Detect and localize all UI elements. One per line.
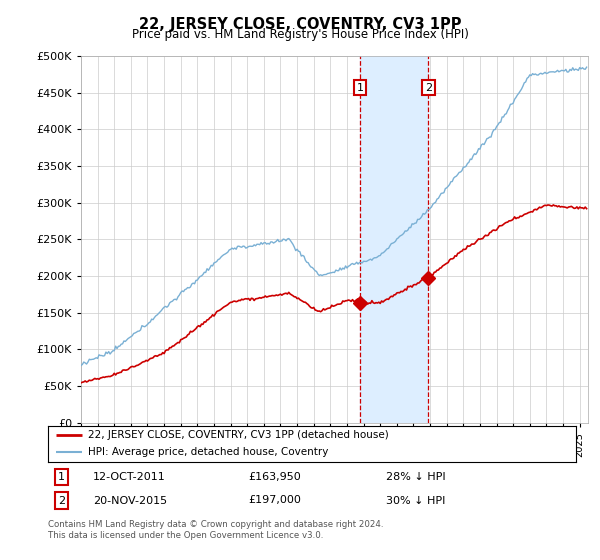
Text: 1: 1 [58, 472, 65, 482]
Text: 2: 2 [425, 82, 432, 92]
Text: Price paid vs. HM Land Registry's House Price Index (HPI): Price paid vs. HM Land Registry's House … [131, 28, 469, 41]
Text: 22, JERSEY CLOSE, COVENTRY, CV3 1PP: 22, JERSEY CLOSE, COVENTRY, CV3 1PP [139, 17, 461, 32]
Text: 28% ↓ HPI: 28% ↓ HPI [386, 472, 446, 482]
Text: £163,950: £163,950 [248, 472, 301, 482]
Bar [360, 56, 428, 423]
Text: 20-NOV-2015: 20-NOV-2015 [93, 496, 167, 506]
Text: HPI: Average price, detached house, Coventry: HPI: Average price, detached house, Cove… [88, 447, 328, 457]
Text: 12-OCT-2011: 12-OCT-2011 [93, 472, 166, 482]
Text: £197,000: £197,000 [248, 496, 302, 506]
Text: 22, JERSEY CLOSE, COVENTRY, CV3 1PP (detached house): 22, JERSEY CLOSE, COVENTRY, CV3 1PP (det… [88, 431, 388, 440]
Text: 2: 2 [58, 496, 65, 506]
Text: 1: 1 [356, 82, 364, 92]
Text: Contains HM Land Registry data © Crown copyright and database right 2024.
This d: Contains HM Land Registry data © Crown c… [48, 520, 383, 540]
Text: 30% ↓ HPI: 30% ↓ HPI [386, 496, 445, 506]
